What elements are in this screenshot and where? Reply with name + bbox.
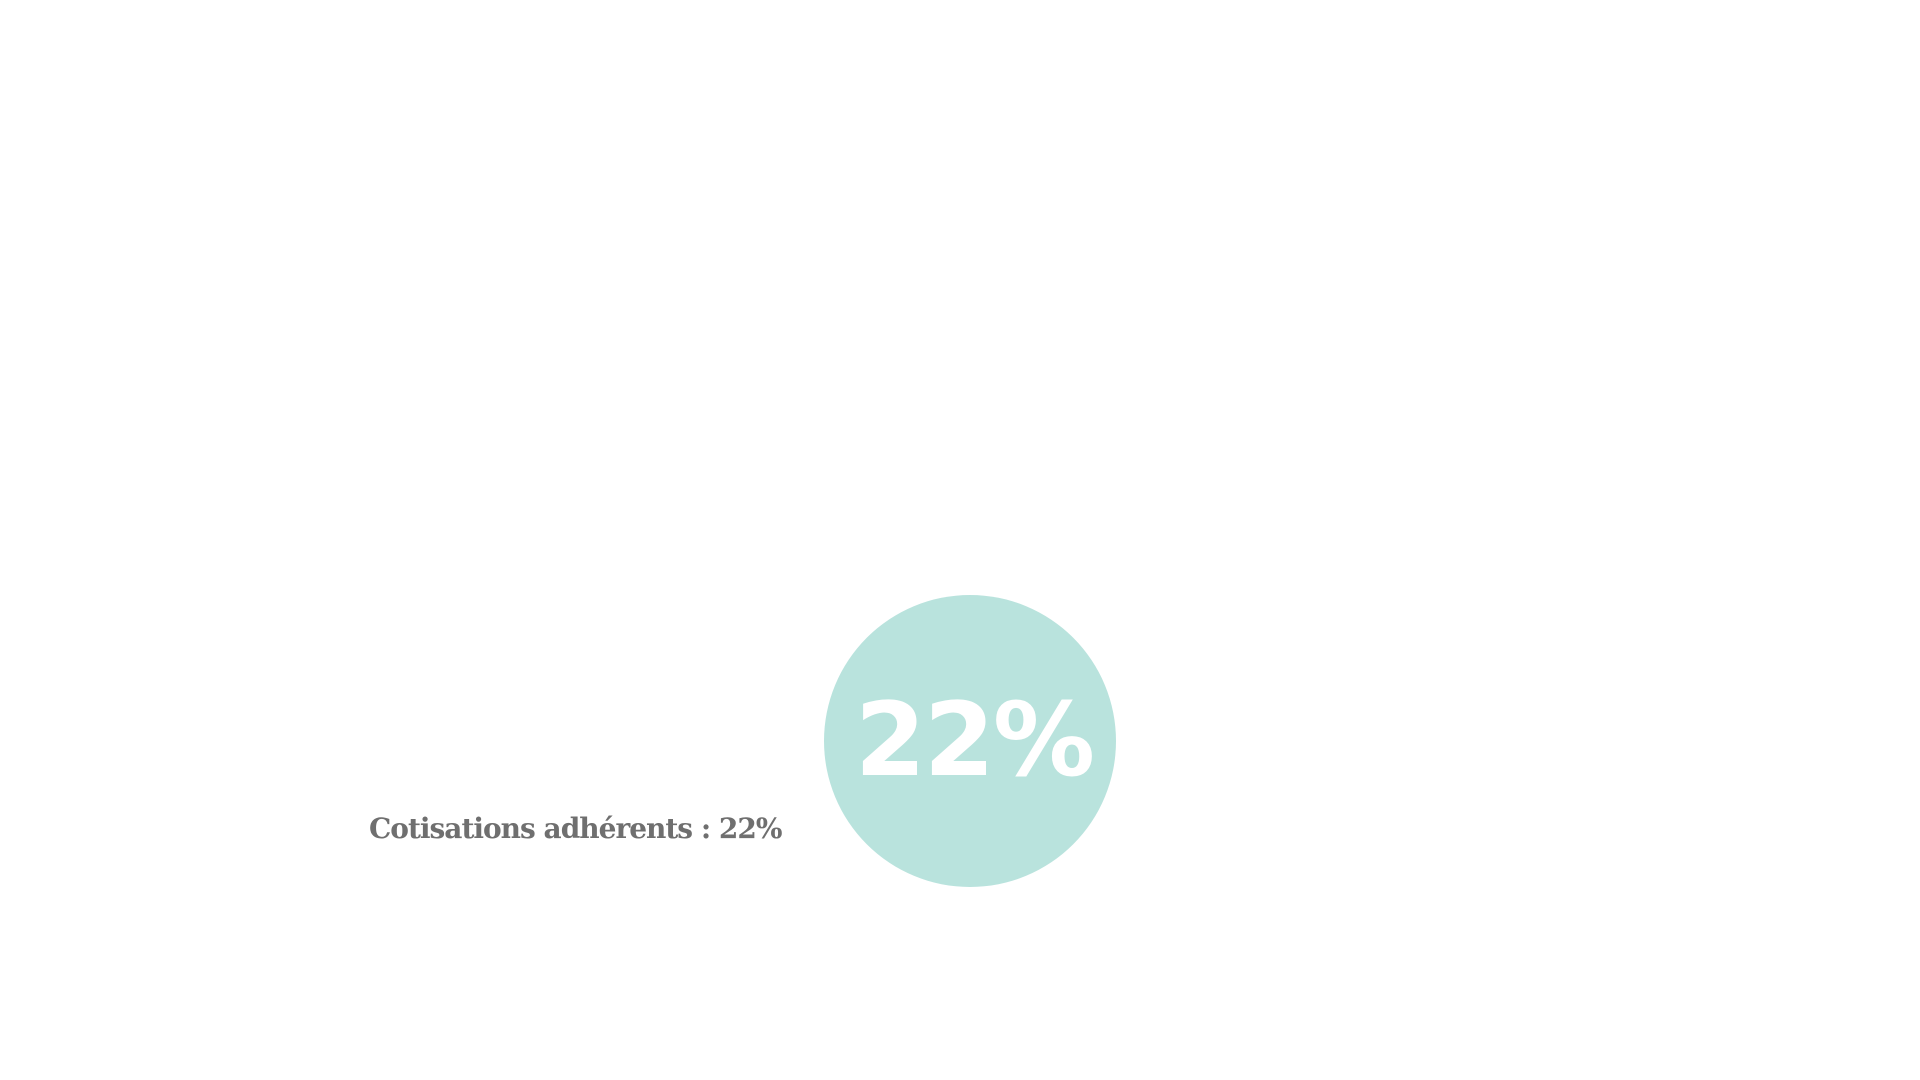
percentage-value: 22% — [854, 681, 1095, 800]
stat-caption: Cotisations adhérents : 22% — [369, 812, 782, 845]
percentage-circle: 22% — [824, 595, 1116, 887]
